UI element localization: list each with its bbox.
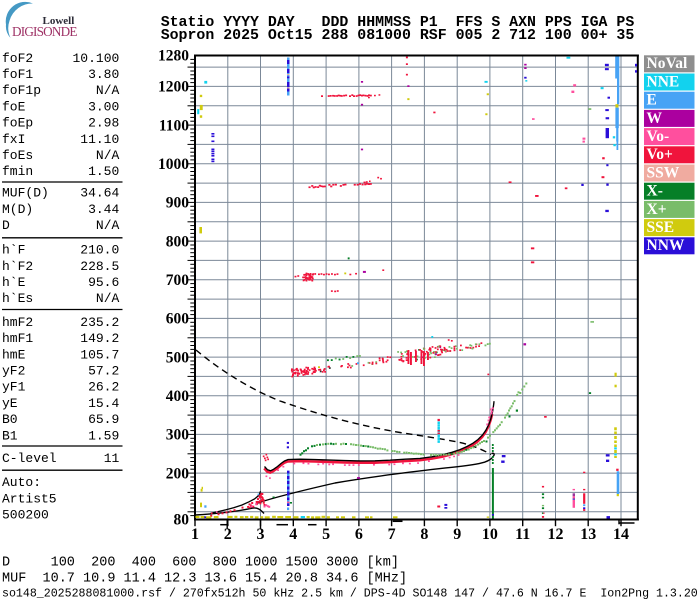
- svg-text:h`F2: h`F2: [2, 259, 33, 274]
- svg-text:MUF 10.7 10.9 11.4 12.3 13.6: MUF 10.7 10.9 11.4 12.3 13.6 15.4 20.8 3…: [2, 572, 407, 587]
- svg-text:D: D: [2, 218, 10, 233]
- svg-text:15.4: 15.4: [88, 396, 119, 411]
- svg-text:10: 10: [482, 526, 498, 543]
- svg-text:1.50: 1.50: [88, 164, 119, 179]
- svg-text:W: W: [647, 110, 663, 127]
- svg-text:11: 11: [104, 451, 120, 466]
- svg-text:11.10: 11.10: [80, 132, 119, 147]
- svg-text:X+: X+: [647, 201, 667, 218]
- svg-text:95.6: 95.6: [88, 275, 119, 290]
- svg-text:26.2: 26.2: [88, 380, 119, 395]
- svg-text:so148_2025288081000.rsf / 270f: so148_2025288081000.rsf / 270fx512h 50 k…: [2, 588, 698, 600]
- svg-text:yF2: yF2: [2, 364, 25, 379]
- svg-text:3.00: 3.00: [88, 99, 119, 114]
- svg-text:105.7: 105.7: [80, 347, 119, 362]
- svg-text:1280: 1280: [158, 48, 189, 65]
- svg-text:fxI: fxI: [2, 132, 25, 147]
- svg-text:foEp: foEp: [2, 116, 33, 131]
- svg-text:4: 4: [289, 526, 297, 543]
- svg-text:Statio YYYY DAY DDD HHMMSS P: Statio YYYY DAY DDD HHMMSS P1 FFS S AXN …: [161, 15, 635, 31]
- svg-text:6: 6: [355, 526, 363, 543]
- svg-text:900: 900: [166, 195, 190, 212]
- svg-text:h`F: h`F: [2, 243, 25, 258]
- svg-text:Sopron 2025 Oct15 288 081000 R: Sopron 2025 Oct15 288 081000 RSF 005 2 7…: [161, 28, 635, 44]
- svg-text:yE: yE: [2, 396, 18, 411]
- svg-text:500: 500: [166, 349, 190, 366]
- svg-text:9: 9: [453, 526, 461, 543]
- svg-text:hmF2: hmF2: [2, 315, 33, 330]
- svg-text:h`E: h`E: [2, 275, 26, 290]
- svg-text:NNW: NNW: [647, 237, 685, 254]
- svg-text:Auto:: Auto:: [2, 475, 41, 490]
- svg-text:Vo+: Vo+: [647, 146, 674, 163]
- svg-text:X-: X-: [647, 183, 663, 200]
- svg-text:3: 3: [257, 526, 265, 543]
- svg-text:E: E: [647, 92, 657, 109]
- svg-text:MUF(D): MUF(D): [2, 186, 49, 201]
- svg-text:1: 1: [191, 526, 199, 543]
- svg-text:200: 200: [166, 465, 190, 482]
- svg-text:10.100: 10.100: [72, 51, 119, 66]
- svg-text:3.44: 3.44: [88, 202, 119, 217]
- svg-text:hmE: hmE: [2, 347, 26, 362]
- svg-text:hmF1: hmF1: [2, 331, 33, 346]
- svg-text:228.5: 228.5: [80, 259, 119, 274]
- svg-text:Vo-: Vo-: [647, 128, 670, 145]
- svg-text:400: 400: [166, 388, 190, 405]
- svg-text:800: 800: [166, 233, 190, 250]
- svg-text:80: 80: [174, 512, 190, 529]
- svg-text:NNE: NNE: [647, 73, 680, 90]
- svg-text:DIGISONDE: DIGISONDE: [12, 24, 77, 39]
- svg-text:N/A: N/A: [96, 218, 120, 233]
- svg-text:600: 600: [166, 311, 190, 328]
- svg-text:SSE: SSE: [647, 219, 675, 236]
- svg-text:N/A: N/A: [96, 291, 120, 306]
- svg-text:C-level: C-level: [2, 451, 57, 466]
- svg-text:1200: 1200: [158, 79, 189, 96]
- svg-text:57.2: 57.2: [88, 364, 119, 379]
- svg-text:34.64: 34.64: [80, 186, 119, 201]
- svg-text:500200: 500200: [2, 508, 49, 523]
- svg-text:3.80: 3.80: [88, 67, 119, 82]
- svg-text:12: 12: [548, 526, 564, 543]
- svg-text:5: 5: [322, 526, 330, 543]
- svg-text:NoVal: NoVal: [647, 55, 688, 72]
- svg-text:foF1: foF1: [2, 67, 33, 82]
- svg-text:foEs: foEs: [2, 148, 33, 163]
- svg-text:14: 14: [613, 526, 629, 543]
- svg-text:D 100 200 400 600 800: D 100 200 400 600 800 1000 1500 3000 [km…: [2, 555, 399, 570]
- svg-text:Lowell: Lowell: [43, 15, 75, 27]
- svg-text:13: 13: [580, 526, 596, 543]
- svg-text:8: 8: [420, 526, 428, 543]
- svg-text:fmin: fmin: [2, 164, 33, 179]
- svg-text:B0: B0: [2, 412, 18, 427]
- svg-text:h`Es: h`Es: [2, 291, 33, 306]
- svg-text:2.98: 2.98: [88, 116, 119, 131]
- svg-text:149.2: 149.2: [80, 331, 119, 346]
- svg-text:foF2: foF2: [2, 51, 33, 66]
- svg-text:65.9: 65.9: [88, 412, 119, 427]
- svg-text:210.0: 210.0: [80, 243, 119, 258]
- svg-text:300: 300: [166, 427, 190, 444]
- svg-text:SSW: SSW: [647, 164, 680, 181]
- svg-text:1.59: 1.59: [88, 428, 119, 443]
- svg-text:700: 700: [166, 272, 190, 289]
- svg-text:yF1: yF1: [2, 380, 26, 395]
- svg-text:foF1p: foF1p: [2, 83, 41, 98]
- svg-text:1100: 1100: [159, 117, 189, 134]
- svg-text:foE: foE: [2, 99, 26, 114]
- svg-text:11: 11: [515, 526, 530, 543]
- svg-text:M(D): M(D): [2, 202, 33, 217]
- svg-text:235.2: 235.2: [80, 315, 119, 330]
- svg-text:N/A: N/A: [96, 148, 120, 163]
- svg-text:2: 2: [224, 526, 232, 543]
- svg-text:7: 7: [388, 526, 396, 543]
- svg-text:N/A: N/A: [96, 83, 120, 98]
- svg-text:1000: 1000: [158, 156, 189, 173]
- svg-text:B1: B1: [2, 428, 18, 443]
- svg-text:Artist5: Artist5: [2, 491, 57, 506]
